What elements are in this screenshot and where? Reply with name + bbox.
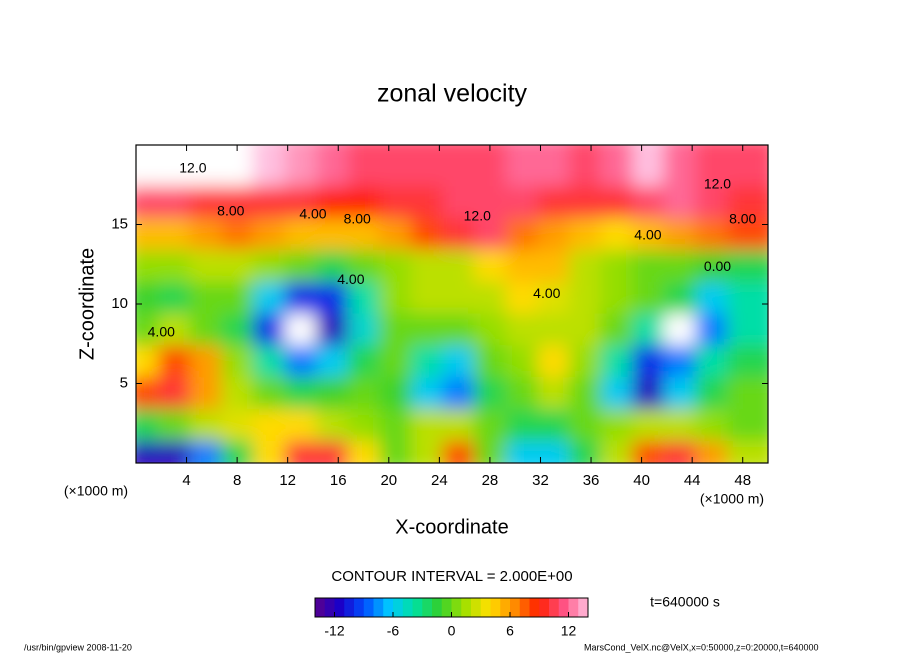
x-axis-label: X-coordinate bbox=[395, 516, 508, 538]
field bbox=[136, 145, 768, 463]
colorbar-cell bbox=[412, 598, 423, 617]
colorbar-tick-label: 6 bbox=[506, 623, 514, 639]
colorbar-tick-label: -12 bbox=[324, 623, 344, 639]
colorbar-cell bbox=[344, 598, 355, 617]
colorbar-cell bbox=[441, 598, 452, 617]
colorbar: -12 -6 0 6 12 bbox=[314, 597, 589, 639]
colorbar-cell bbox=[539, 598, 550, 617]
x-tick-label: 16 bbox=[330, 472, 347, 489]
colorbar-cell bbox=[519, 598, 530, 617]
colorbar-cell bbox=[461, 598, 472, 617]
x-tick-label: 44 bbox=[684, 472, 701, 489]
colorbar-cell bbox=[451, 598, 462, 617]
x-tick-label: 24 bbox=[431, 472, 448, 489]
y-tick-label: 15 bbox=[111, 215, 128, 232]
contour-interval: CONTOUR INTERVAL = 2.000E+00 bbox=[331, 568, 572, 585]
colorbar-cell bbox=[578, 598, 589, 617]
colorbar-cell bbox=[363, 598, 374, 617]
colorbar-tick-label: -6 bbox=[387, 623, 400, 639]
x-unit: (×1000 m) bbox=[700, 491, 764, 507]
colorbar-cell bbox=[558, 598, 569, 617]
colorbar-cell bbox=[529, 598, 540, 617]
x-tick-label: 48 bbox=[734, 472, 751, 489]
contour-label: 8.00 bbox=[344, 210, 371, 226]
colorbar-cell bbox=[402, 598, 413, 617]
y-axis-label: Z-coordinate bbox=[76, 248, 98, 360]
colorbar-cell bbox=[324, 598, 335, 617]
colorbar-cell bbox=[393, 598, 404, 617]
x-tick-label: 8 bbox=[233, 472, 241, 489]
chart-title: zonal velocity bbox=[377, 80, 528, 108]
colorbar-cell bbox=[510, 598, 521, 617]
contour-label: 12.0 bbox=[179, 160, 206, 176]
y-tick-label: 10 bbox=[111, 295, 128, 312]
y-tick-label: 5 bbox=[120, 374, 128, 391]
contour-label: 12.0 bbox=[464, 207, 491, 223]
footer-right: MarsCond_VelX.nc@VelX,x=0:50000,z=0:2000… bbox=[584, 642, 819, 652]
x-tick-label: 20 bbox=[380, 472, 397, 489]
colorbar-tick-label: 0 bbox=[448, 623, 456, 639]
colorbar-cell bbox=[354, 598, 365, 617]
colorbar-cell bbox=[315, 598, 326, 617]
contour-label: 8.00 bbox=[729, 210, 756, 226]
colorbar-cell bbox=[480, 598, 491, 617]
colorbar-cell bbox=[373, 598, 384, 617]
x-tick-label: 28 bbox=[482, 472, 499, 489]
time-label: t=640000 s bbox=[650, 594, 720, 610]
contour-label: 4.00 bbox=[299, 206, 326, 222]
contour-label: 0.00 bbox=[704, 258, 731, 274]
x-tick-label: 12 bbox=[279, 472, 296, 489]
x-tick-label: 36 bbox=[583, 472, 600, 489]
x-tick-label: 40 bbox=[633, 472, 650, 489]
colorbar-tick-label: 12 bbox=[561, 623, 577, 639]
field-cells bbox=[136, 145, 768, 463]
x-tick-label: 4 bbox=[182, 472, 190, 489]
colorbar-cell bbox=[383, 598, 394, 617]
contour-label: 4.00 bbox=[337, 271, 364, 287]
contour-label: 4.00 bbox=[634, 226, 661, 242]
colorbar-cell bbox=[500, 598, 511, 617]
contour-label: 4.00 bbox=[533, 285, 560, 301]
y-unit: (×1000 m) bbox=[64, 483, 128, 499]
colorbar-cell bbox=[422, 598, 433, 617]
footer-left: /usr/bin/gpview 2008-11-20 bbox=[24, 642, 132, 652]
contour-label: 4.00 bbox=[148, 323, 175, 339]
colorbar-cell bbox=[490, 598, 501, 617]
colorbar-cell bbox=[568, 598, 579, 617]
colorbar-cell bbox=[549, 598, 560, 617]
x-tick-label: 32 bbox=[532, 472, 549, 489]
contour-label: 12.0 bbox=[704, 175, 731, 191]
contour-label: 8.00 bbox=[217, 202, 244, 218]
colorbar-cell bbox=[432, 598, 443, 617]
colorbar-cell bbox=[471, 598, 482, 617]
field-cell bbox=[726, 145, 768, 187]
colorbar-cell bbox=[334, 598, 345, 617]
